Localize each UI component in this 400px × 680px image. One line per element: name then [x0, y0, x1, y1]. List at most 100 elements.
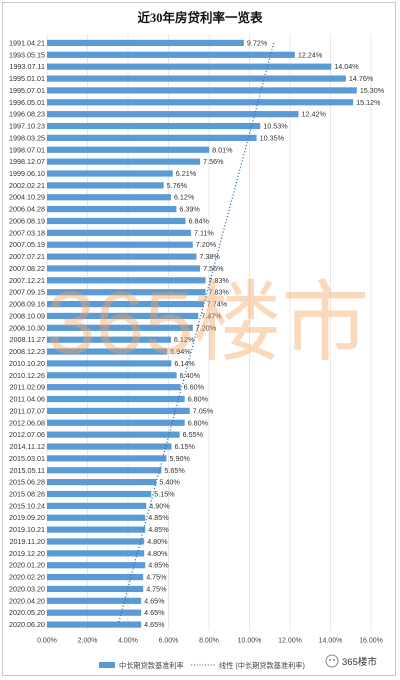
- category-label: 2007.05.19: [9, 240, 45, 249]
- category-label: 2007.08.22: [9, 264, 45, 273]
- data-label: 7.56%: [203, 157, 224, 166]
- trend-line: [117, 42, 275, 625]
- bar: [47, 348, 168, 355]
- bar: [47, 384, 181, 391]
- bar: [47, 265, 201, 272]
- data-label: 7.47%: [201, 311, 222, 320]
- data-label: 14.76%: [349, 74, 374, 83]
- bar: [47, 372, 177, 379]
- category-label: 1995.01.01: [9, 74, 45, 83]
- data-label: 7.38%: [199, 252, 220, 261]
- category-label: 1993.07.11: [10, 62, 45, 71]
- category-label: 2014.11.12: [10, 442, 45, 451]
- category-label: 2002.02.21: [9, 181, 45, 190]
- chart-frame: 近30年房贷利率一览表 1991.04.21 1993.05.15 1993.07.…: [2, 2, 396, 676]
- bar: [47, 170, 173, 177]
- brand-badge: 365楼市: [325, 654, 377, 668]
- bar: [47, 360, 172, 367]
- category-label: 2019.09.20: [9, 513, 45, 522]
- data-label: 7.74%: [207, 300, 228, 309]
- x-tick-label: 6.00%: [159, 638, 179, 645]
- category-label: 2012.07.06: [9, 430, 45, 439]
- bar: [47, 514, 146, 521]
- category-label: 1995.07.01: [9, 86, 45, 95]
- bar: [47, 194, 171, 201]
- category-label: 1999.06.10: [9, 169, 45, 178]
- bar: [47, 63, 332, 70]
- bar: [47, 585, 144, 593]
- legend: 中长期贷款基准利率 线性 (中长期贷款基准利率): [99, 661, 305, 670]
- category-label: 2020.03.20: [9, 584, 45, 593]
- data-label: 6.14%: [174, 359, 195, 368]
- wechat-official-account-icon: [325, 654, 339, 668]
- bar: [47, 217, 186, 225]
- category-label: 2019.10.21: [9, 525, 45, 534]
- x-tick-label: 12.00%: [278, 638, 302, 645]
- data-label: 4.80%: [147, 537, 168, 546]
- bar: [47, 122, 261, 130]
- bar: [47, 562, 146, 569]
- bar: [47, 621, 142, 628]
- bar: [47, 443, 172, 450]
- bar: [47, 158, 201, 165]
- data-label: 9.72%: [247, 38, 268, 47]
- category-label: 1991.04.21: [9, 38, 45, 47]
- bar: [47, 99, 354, 106]
- category-label: 2008.10.09: [9, 311, 45, 320]
- data-label: 4.75%: [146, 584, 167, 593]
- category-label: 2007.12.21: [9, 276, 45, 285]
- x-tick-label: 8.00%: [199, 638, 219, 645]
- category-label: 2008.10.30: [9, 323, 45, 332]
- bar: [47, 502, 147, 509]
- category-label: 2010.10.20: [9, 359, 45, 368]
- bar: [47, 490, 152, 498]
- data-label: 6.12%: [174, 193, 195, 202]
- data-label: 15.30%: [360, 86, 385, 95]
- data-label: 14.04%: [334, 62, 359, 71]
- bar: [47, 87, 357, 94]
- data-label: 6.15%: [175, 442, 196, 451]
- data-label: 6.12%: [174, 335, 195, 344]
- data-label: 4.65%: [144, 596, 165, 605]
- data-label: 4.75%: [146, 573, 167, 582]
- bar: [47, 407, 190, 415]
- watermark: 365楼市: [47, 273, 370, 372]
- data-label: 5.76%: [167, 181, 188, 190]
- category-label: 2015.08.26: [9, 489, 45, 498]
- bar: [47, 51, 295, 58]
- data-label: 5.94%: [170, 347, 191, 356]
- category-label: 2020.02.20: [9, 573, 45, 582]
- category-label: 2006.08.19: [9, 216, 45, 225]
- bar: [47, 336, 171, 343]
- bar: [47, 206, 177, 213]
- data-label: 5.15%: [154, 489, 175, 498]
- category-label: 2010.12.26: [9, 371, 45, 380]
- bar: [47, 134, 257, 141]
- category-label: 2020.05.20: [9, 608, 45, 617]
- category-label: 1998.03.25: [9, 133, 45, 142]
- bar: [47, 229, 191, 236]
- data-label: 6.55%: [183, 430, 204, 439]
- bar: [47, 75, 346, 82]
- category-label: 2008.11.27: [10, 335, 45, 344]
- category-label: 1997.10.23: [9, 122, 45, 131]
- category-label: 2011.07.07: [10, 406, 45, 415]
- x-tick-label: 4.00%: [118, 638, 138, 645]
- data-label: 10.35%: [260, 133, 285, 142]
- bar: [47, 111, 299, 118]
- bar: [47, 419, 185, 426]
- bar: [47, 39, 244, 47]
- bar: [47, 253, 197, 260]
- bar: [47, 479, 157, 486]
- category-label: 2012.06.08: [9, 418, 45, 427]
- x-tick-label: 10.00%: [238, 638, 262, 645]
- category-label: 2019.12.20: [9, 549, 45, 558]
- data-label: 10.53%: [263, 122, 288, 131]
- x-tick-label: 0.00%: [37, 638, 57, 645]
- data-labels: 9.72% 12.24% 14.04% 14.76% 15.30% 15.12% 12.42…: [144, 38, 385, 629]
- brand-text: 365楼市: [342, 656, 377, 668]
- data-label: 7.11%: [194, 228, 214, 237]
- bar: [47, 550, 145, 557]
- bar: [47, 395, 185, 403]
- category-label: 2019.11.20: [10, 537, 45, 546]
